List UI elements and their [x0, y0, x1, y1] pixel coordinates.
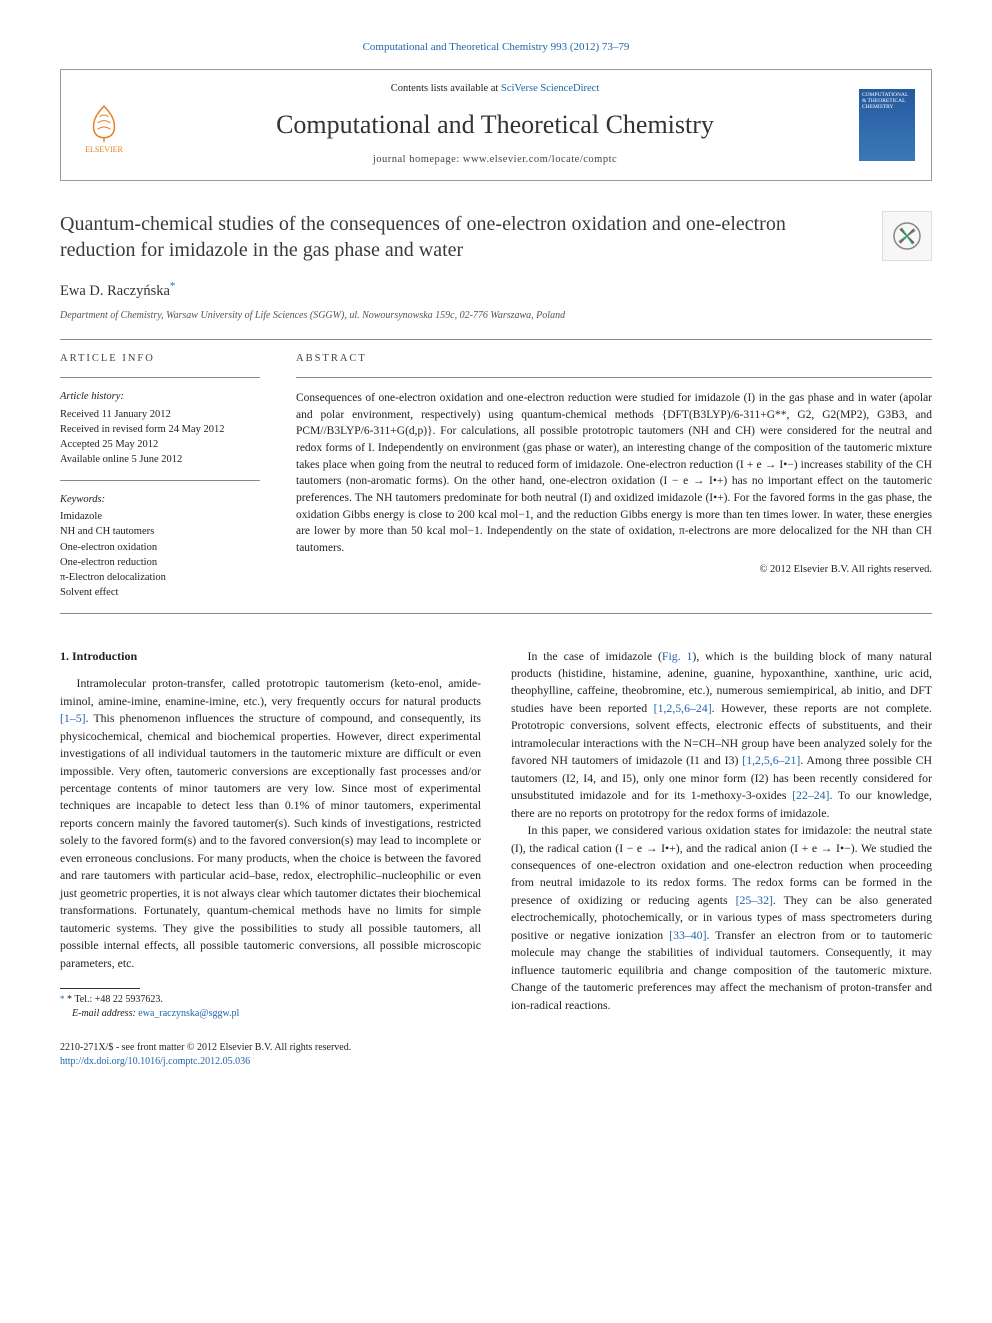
elsevier-label: ELSEVIER: [85, 144, 123, 155]
abstract-text: Consequences of one-electron oxidation a…: [296, 390, 932, 557]
journal-name: Computational and Theoretical Chemistry: [147, 107, 843, 143]
keyword-item: NH and CH tautomers: [60, 524, 260, 539]
email-link[interactable]: ewa_raczynska@sggw.pl: [138, 1008, 239, 1019]
issn-copyright: 2210-271X/$ - see front matter © 2012 El…: [60, 1041, 351, 1055]
body-text: Intramolecular proton-transfer, called p…: [60, 676, 481, 707]
tel-label: * Tel.:: [67, 994, 95, 1005]
sciencedirect-link[interactable]: SciVerse ScienceDirect: [501, 83, 599, 94]
intro-paragraph: Intramolecular proton-transfer, called p…: [60, 675, 481, 972]
contents-lists-line: Contents lists available at SciVerse Sci…: [147, 82, 843, 97]
homepage-prefix: journal homepage:: [373, 154, 463, 165]
history-received: Received 11 January 2012: [60, 407, 260, 422]
journal-header: ELSEVIER Contents lists available at Sci…: [60, 69, 932, 181]
author-name: Ewa D. Raczyńska*: [60, 279, 932, 301]
author-affiliation: Department of Chemistry, Warsaw Universi…: [60, 309, 932, 323]
intro-paragraph: In this paper, we considered various oxi…: [511, 822, 932, 1014]
homepage-url[interactable]: www.elsevier.com/locate/comptc: [463, 154, 617, 165]
separator-rule: [60, 339, 932, 340]
keyword-item: π-Electron delocalization: [60, 570, 260, 585]
article-history-label: Article history:: [60, 390, 260, 405]
title-block: Quantum-chemical studies of the conseque…: [60, 211, 932, 263]
email-footnote: E-mail address: ewa_raczynska@sggw.pl: [60, 1007, 481, 1021]
corresponding-author-footnote: * * Tel.: +48 22 5937623.: [60, 993, 481, 1007]
separator-rule: [296, 377, 932, 378]
elsevier-logo: ELSEVIER: [77, 95, 131, 155]
separator-rule: [60, 613, 932, 614]
info-abstract-row: ARTICLE INFO Article history: Received 1…: [60, 352, 932, 600]
doi-link[interactable]: http://dx.doi.org/10.1016/j.comptc.2012.…: [60, 1056, 250, 1067]
history-accepted: Accepted 25 May 2012: [60, 437, 260, 452]
corresponding-author-mark: *: [170, 280, 176, 292]
citation-link[interactable]: [1,2,5,6–24]: [654, 701, 712, 715]
contents-prefix: Contents lists available at: [391, 83, 501, 94]
keyword-item: Imidazole: [60, 509, 260, 524]
history-online: Available online 5 June 2012: [60, 452, 260, 467]
paper-title: Quantum-chemical studies of the conseque…: [60, 211, 862, 263]
author-text: Ewa D. Raczyńska: [60, 283, 170, 299]
page-footer: 2210-271X/$ - see front matter © 2012 El…: [60, 1041, 932, 1069]
email-label: E-mail address:: [72, 1008, 138, 1019]
intro-heading: 1. Introduction: [60, 648, 481, 666]
abstract-column: ABSTRACT Consequences of one-electron ox…: [296, 352, 932, 600]
tel-value: +48 22 5937623.: [95, 994, 163, 1005]
separator-rule: [60, 377, 260, 378]
abstract-label: ABSTRACT: [296, 352, 932, 367]
citation-link[interactable]: [22–24]: [792, 788, 829, 802]
body-text: . This phenomenon influences the structu…: [60, 711, 481, 969]
figure-link[interactable]: Fig. 1: [662, 649, 693, 663]
history-revised: Received in revised form 24 May 2012: [60, 422, 260, 437]
article-info-label: ARTICLE INFO: [60, 352, 260, 367]
article-info-column: ARTICLE INFO Article history: Received 1…: [60, 352, 260, 600]
intro-paragraph: In the case of imidazole (Fig. 1), which…: [511, 648, 932, 823]
citation-link[interactable]: [1,2,5,6–21]: [742, 753, 800, 767]
keyword-item: One-electron oxidation: [60, 540, 260, 555]
header-center: Contents lists available at SciVerse Sci…: [147, 82, 843, 168]
citation-link[interactable]: [25–32]: [736, 893, 773, 907]
footnote-star-icon: *: [60, 994, 65, 1004]
body-columns: 1. Introduction Intramolecular proton-tr…: [60, 648, 932, 1021]
elsevier-tree-icon: [83, 102, 125, 144]
journal-homepage: journal homepage: www.elsevier.com/locat…: [147, 153, 843, 168]
citation-link[interactable]: [1–5]: [60, 711, 86, 725]
journal-cover-thumbnail: COMPUTATIONAL & THEORETICAL CHEMISTRY: [859, 89, 915, 161]
keywords-label: Keywords:: [60, 493, 260, 508]
crossmark-icon: [892, 221, 922, 251]
crossmark-badge[interactable]: [882, 211, 932, 261]
abstract-copyright: © 2012 Elsevier B.V. All rights reserved…: [296, 563, 932, 578]
footer-left: 2210-271X/$ - see front matter © 2012 El…: [60, 1041, 351, 1069]
body-text: In the case of imidazole (: [528, 649, 662, 663]
footnote-rule: [60, 988, 140, 989]
keyword-item: Solvent effect: [60, 585, 260, 600]
citation-link[interactable]: [33–40]: [669, 928, 706, 942]
separator-rule: [60, 480, 260, 481]
keyword-item: One-electron reduction: [60, 555, 260, 570]
journal-reference: Computational and Theoretical Chemistry …: [60, 40, 932, 55]
